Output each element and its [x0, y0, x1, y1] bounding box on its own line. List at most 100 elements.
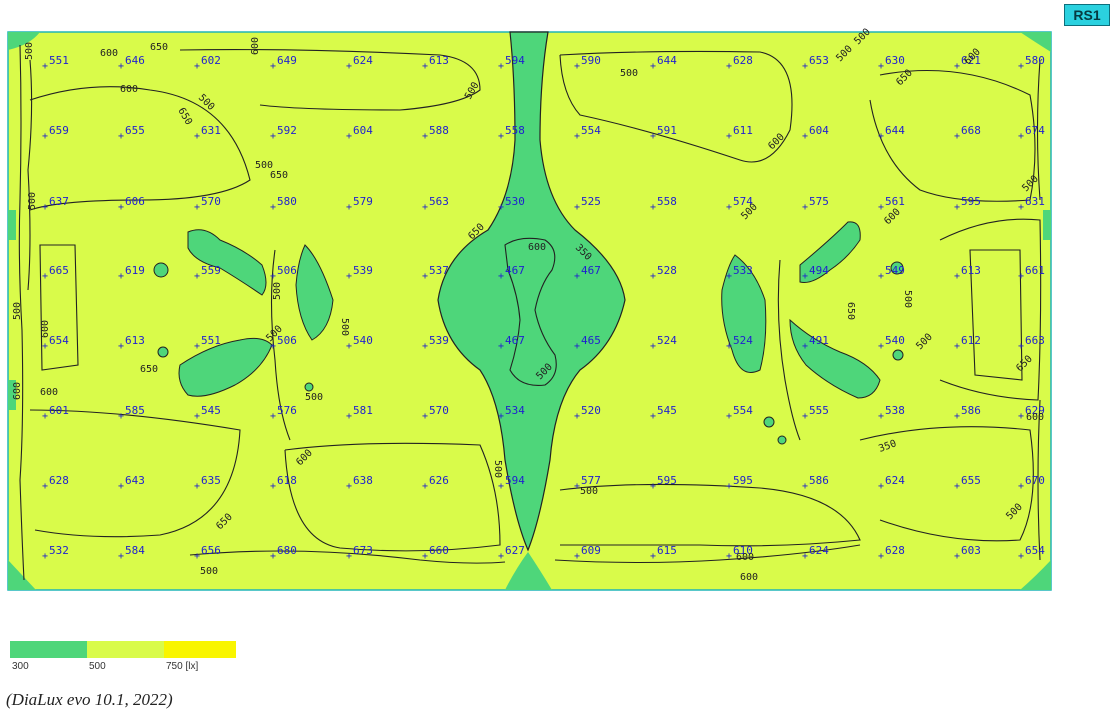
legend-swatch-mid — [87, 641, 164, 658]
grid-value: 545 — [657, 404, 677, 417]
grid-value: 551 — [201, 334, 221, 347]
grid-value: 540 — [353, 334, 373, 347]
grid-value: 611 — [733, 124, 753, 137]
grid-value: 665 — [49, 264, 69, 277]
grid-value: 613 — [429, 54, 449, 67]
grid-value: 494 — [809, 264, 829, 277]
contour-label: 500 — [255, 160, 273, 171]
low-zone — [1020, 560, 1051, 590]
grid-value: 595 — [657, 474, 677, 487]
grid-value: 638 — [353, 474, 373, 487]
grid-point-marker: + — [878, 411, 884, 422]
grid-point-marker: + — [346, 551, 352, 562]
grid-value: 585 — [125, 404, 145, 417]
grid-value: 624 — [353, 54, 373, 67]
grid-value: 575 — [809, 195, 829, 208]
grid-value: 530 — [505, 195, 525, 208]
low-zone — [777, 435, 787, 445]
grid-point-marker: + — [878, 341, 884, 352]
contour-label: 650 — [140, 364, 158, 375]
grid-value: 563 — [429, 195, 449, 208]
grid-value: 574 — [733, 195, 753, 208]
grid-point-marker: + — [954, 271, 960, 282]
grid-value: 467 — [505, 334, 525, 347]
grid-point-marker: + — [726, 481, 732, 492]
grid-point-marker: + — [954, 551, 960, 562]
grid-value: 615 — [657, 544, 677, 557]
grid-value: 660 — [429, 544, 449, 557]
grid-value: 626 — [429, 474, 449, 487]
grid-value: 674 — [1025, 124, 1045, 137]
room-tag: RS1 — [1064, 4, 1110, 26]
grid-value: 491 — [809, 334, 829, 347]
grid-point-marker: + — [498, 411, 504, 422]
grid-point-marker: + — [194, 341, 200, 352]
grid-point-marker: + — [194, 61, 200, 72]
grid-point-marker: + — [574, 481, 580, 492]
grid-value: 629 — [1025, 404, 1045, 417]
grid-point-marker: + — [1018, 61, 1024, 72]
grid-point-marker: + — [118, 61, 124, 72]
grid-point-marker: + — [726, 131, 732, 142]
grid-value: 646 — [125, 54, 145, 67]
low-zone — [187, 229, 267, 296]
grid-value: 663 — [1025, 334, 1045, 347]
grid-value: 559 — [201, 264, 221, 277]
grid-value: 680 — [277, 544, 297, 557]
grid-value: 661 — [1025, 264, 1045, 277]
grid-point-marker: + — [270, 202, 276, 213]
grid-value: 601 — [49, 404, 69, 417]
grid-value: 635 — [201, 474, 221, 487]
grid-value: 506 — [277, 264, 297, 277]
grid-value: 584 — [125, 544, 145, 557]
grid-value: 595 — [961, 195, 981, 208]
grid-point-marker: + — [194, 551, 200, 562]
contour-label: 500 — [27, 192, 38, 210]
grid-value: 653 — [809, 54, 829, 67]
grid-point-marker: + — [878, 271, 884, 282]
grid-point-marker: + — [42, 131, 48, 142]
low-zone — [178, 337, 273, 397]
grid-value: 467 — [505, 264, 525, 277]
grid-value: 467 — [581, 264, 601, 277]
grid-point-marker: + — [650, 271, 656, 282]
grid-point-marker: + — [574, 61, 580, 72]
grid-point-marker: + — [802, 131, 808, 142]
grid-point-marker: + — [574, 131, 580, 142]
grid-value: 628 — [49, 474, 69, 487]
contour-label: 500 — [305, 392, 323, 403]
grid-point-marker: + — [1018, 411, 1024, 422]
grid-point-marker: + — [954, 411, 960, 422]
grid-point-marker: + — [118, 411, 124, 422]
grid-value: 520 — [581, 404, 601, 417]
contour-label: 500 — [620, 68, 638, 79]
low-zone — [890, 261, 904, 275]
grid-point-marker: + — [1018, 202, 1024, 213]
low-zone-central — [437, 31, 626, 552]
iso-contour-350 — [504, 237, 557, 386]
grid-value: 591 — [657, 124, 677, 137]
grid-point-marker: + — [42, 411, 48, 422]
grid-point-marker: + — [194, 411, 200, 422]
grid-value: 590 — [581, 54, 601, 67]
grid-point-marker: + — [954, 481, 960, 492]
grid-value: 619 — [125, 264, 145, 277]
grid-point-marker: + — [422, 481, 428, 492]
grid-point-marker: + — [878, 61, 884, 72]
grid-point-marker: + — [270, 61, 276, 72]
caption: (DiaLux evo 10.1, 2022) — [6, 690, 173, 709]
low-zone — [763, 416, 775, 428]
grid-value: 561 — [885, 195, 905, 208]
grid-point-marker: + — [802, 411, 808, 422]
contour-label: 600 — [100, 48, 118, 59]
low-zone — [8, 210, 16, 240]
grid-point-marker: + — [118, 271, 124, 282]
contour-label: 500 — [492, 460, 503, 478]
grid-point-marker: + — [346, 131, 352, 142]
low-zone — [8, 560, 36, 590]
grid-point-marker: + — [878, 202, 884, 213]
grid-value: 612 — [961, 334, 981, 347]
grid-value: 613 — [125, 334, 145, 347]
grid-point-marker: + — [422, 202, 428, 213]
grid-point-marker: + — [498, 202, 504, 213]
